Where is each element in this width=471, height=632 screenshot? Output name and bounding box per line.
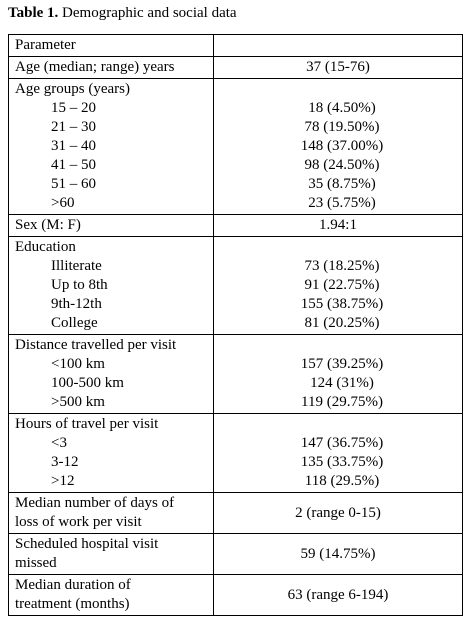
distance-item-value: 119 (29.75%) xyxy=(301,394,383,410)
age-label: Age (median; range) years xyxy=(8,56,214,79)
education-item-label: Illiterate xyxy=(51,258,102,274)
table-caption: Table 1. Demographic and social data xyxy=(8,4,237,23)
age-group-label: 41 – 50 xyxy=(51,157,96,173)
treatment-label-line: Median duration of xyxy=(15,577,131,593)
distance-value-cell: 157 (39.25%) 124 (31%) 119 (29.75%) xyxy=(213,334,463,414)
age-group-label: 15 – 20 xyxy=(51,100,96,116)
table-row: Age (median; range) years 37 (15-76) xyxy=(8,56,463,79)
age-group-label: 51 – 60 xyxy=(51,176,96,192)
age-group-label: 21 – 30 xyxy=(51,119,96,135)
distance-label: Distance travelled per visit xyxy=(15,337,177,353)
education-item-label: Up to 8th xyxy=(51,277,108,293)
table-row: Hours of travel per visit <3 3-12 >12 14… xyxy=(8,413,463,493)
distance-label-cell: Distance travelled per visit <100 km 100… xyxy=(8,334,214,414)
table-row: Age groups (years) 15 – 20 21 – 30 31 – … xyxy=(8,78,463,215)
table-caption-text: Demographic and social data xyxy=(58,5,237,21)
hours-value-cell: 147 (36.75%) 135 (33.75%) 118 (29.5%) xyxy=(213,413,463,493)
age-value: 37 (15-76) xyxy=(213,56,463,79)
hours-item-label: >12 xyxy=(51,473,75,489)
missed-label-line: Scheduled hospital visit xyxy=(15,536,159,552)
treatment-label-cell: Median duration of treatment (months) xyxy=(8,574,214,616)
table-row: Sex (M: F) 1.94:1 xyxy=(8,214,463,237)
hours-item-value: 118 (29.5%) xyxy=(304,473,380,489)
age-group-value: 98 (24.50%) xyxy=(304,157,380,173)
work-loss-label-cell: Median number of days of loss of work pe… xyxy=(8,492,214,534)
education-item-label: 9th-12th xyxy=(51,296,102,312)
hours-label-cell: Hours of travel per visit <3 3-12 >12 xyxy=(8,413,214,493)
table-row: Scheduled hospital visit missed 59 (14.7… xyxy=(8,533,463,575)
missed-label-cell: Scheduled hospital visit missed xyxy=(8,533,214,575)
work-loss-value: 2 (range 0-15) xyxy=(213,492,463,534)
header-value-cell xyxy=(213,34,463,57)
age-groups-label: Age groups (years) xyxy=(15,81,130,97)
education-item-value: 155 (38.75%) xyxy=(300,296,384,312)
table-row: Education Illiterate Up to 8th 9th-12th … xyxy=(8,236,463,335)
age-groups-label-cell: Age groups (years) 15 – 20 21 – 30 31 – … xyxy=(8,78,214,215)
hours-item-label: 3-12 xyxy=(51,454,79,470)
education-item-value: 73 (18.25%) xyxy=(304,258,380,274)
missed-value: 59 (14.75%) xyxy=(213,533,463,575)
demographic-table: Parameter Age (median; range) years 37 (… xyxy=(8,34,463,616)
education-item-value: 91 (22.75%) xyxy=(304,277,380,293)
distance-item-value: 124 (31%) xyxy=(310,375,374,391)
age-group-label: 31 – 40 xyxy=(51,138,96,154)
hours-item-value: 147 (36.75%) xyxy=(300,435,384,451)
education-item-value: 81 (20.25%) xyxy=(304,315,380,331)
missed-label-line: missed xyxy=(15,555,57,571)
work-loss-label-line: Median number of days of xyxy=(15,495,175,511)
header-parameter-cell: Parameter xyxy=(8,34,214,57)
age-group-value: 78 (19.50%) xyxy=(304,119,380,135)
table-row: Parameter xyxy=(8,34,463,57)
education-label: Education xyxy=(15,239,76,255)
age-group-label: >60 xyxy=(51,195,75,211)
age-group-value: 148 (37.00%) xyxy=(300,138,384,154)
table-caption-label: Table 1. xyxy=(8,5,59,21)
hours-item-value: 135 (33.75%) xyxy=(300,454,384,470)
distance-item-label: <100 km xyxy=(51,356,105,372)
distance-item-value: 157 (39.25%) xyxy=(300,356,384,372)
table-row: Distance travelled per visit <100 km 100… xyxy=(8,334,463,414)
table-row: Median duration of treatment (months) 63… xyxy=(8,574,463,616)
age-group-value: 18 (4.50%) xyxy=(308,100,376,116)
age-group-value: 35 (8.75%) xyxy=(308,176,376,192)
education-label-cell: Education Illiterate Up to 8th 9th-12th … xyxy=(8,236,214,335)
work-loss-label-line: loss of work per visit xyxy=(15,514,142,530)
hours-label: Hours of travel per visit xyxy=(15,416,159,432)
hours-item-label: <3 xyxy=(51,435,67,451)
education-value-cell: 73 (18.25%) 91 (22.75%) 155 (38.75%) 81 … xyxy=(213,236,463,335)
distance-item-label: 100-500 km xyxy=(51,375,124,391)
age-group-value: 23 (5.75%) xyxy=(308,195,376,211)
sex-label: Sex (M: F) xyxy=(8,214,214,237)
education-item-label: College xyxy=(51,315,98,331)
treatment-value: 63 (range 6-194) xyxy=(213,574,463,616)
treatment-label-line: treatment (months) xyxy=(15,596,130,612)
distance-item-label: >500 km xyxy=(51,394,105,410)
sex-value: 1.94:1 xyxy=(213,214,463,237)
age-groups-value-cell: 18 (4.50%) 78 (19.50%) 148 (37.00%) 98 (… xyxy=(213,78,463,215)
table-row: Median number of days of loss of work pe… xyxy=(8,492,463,534)
